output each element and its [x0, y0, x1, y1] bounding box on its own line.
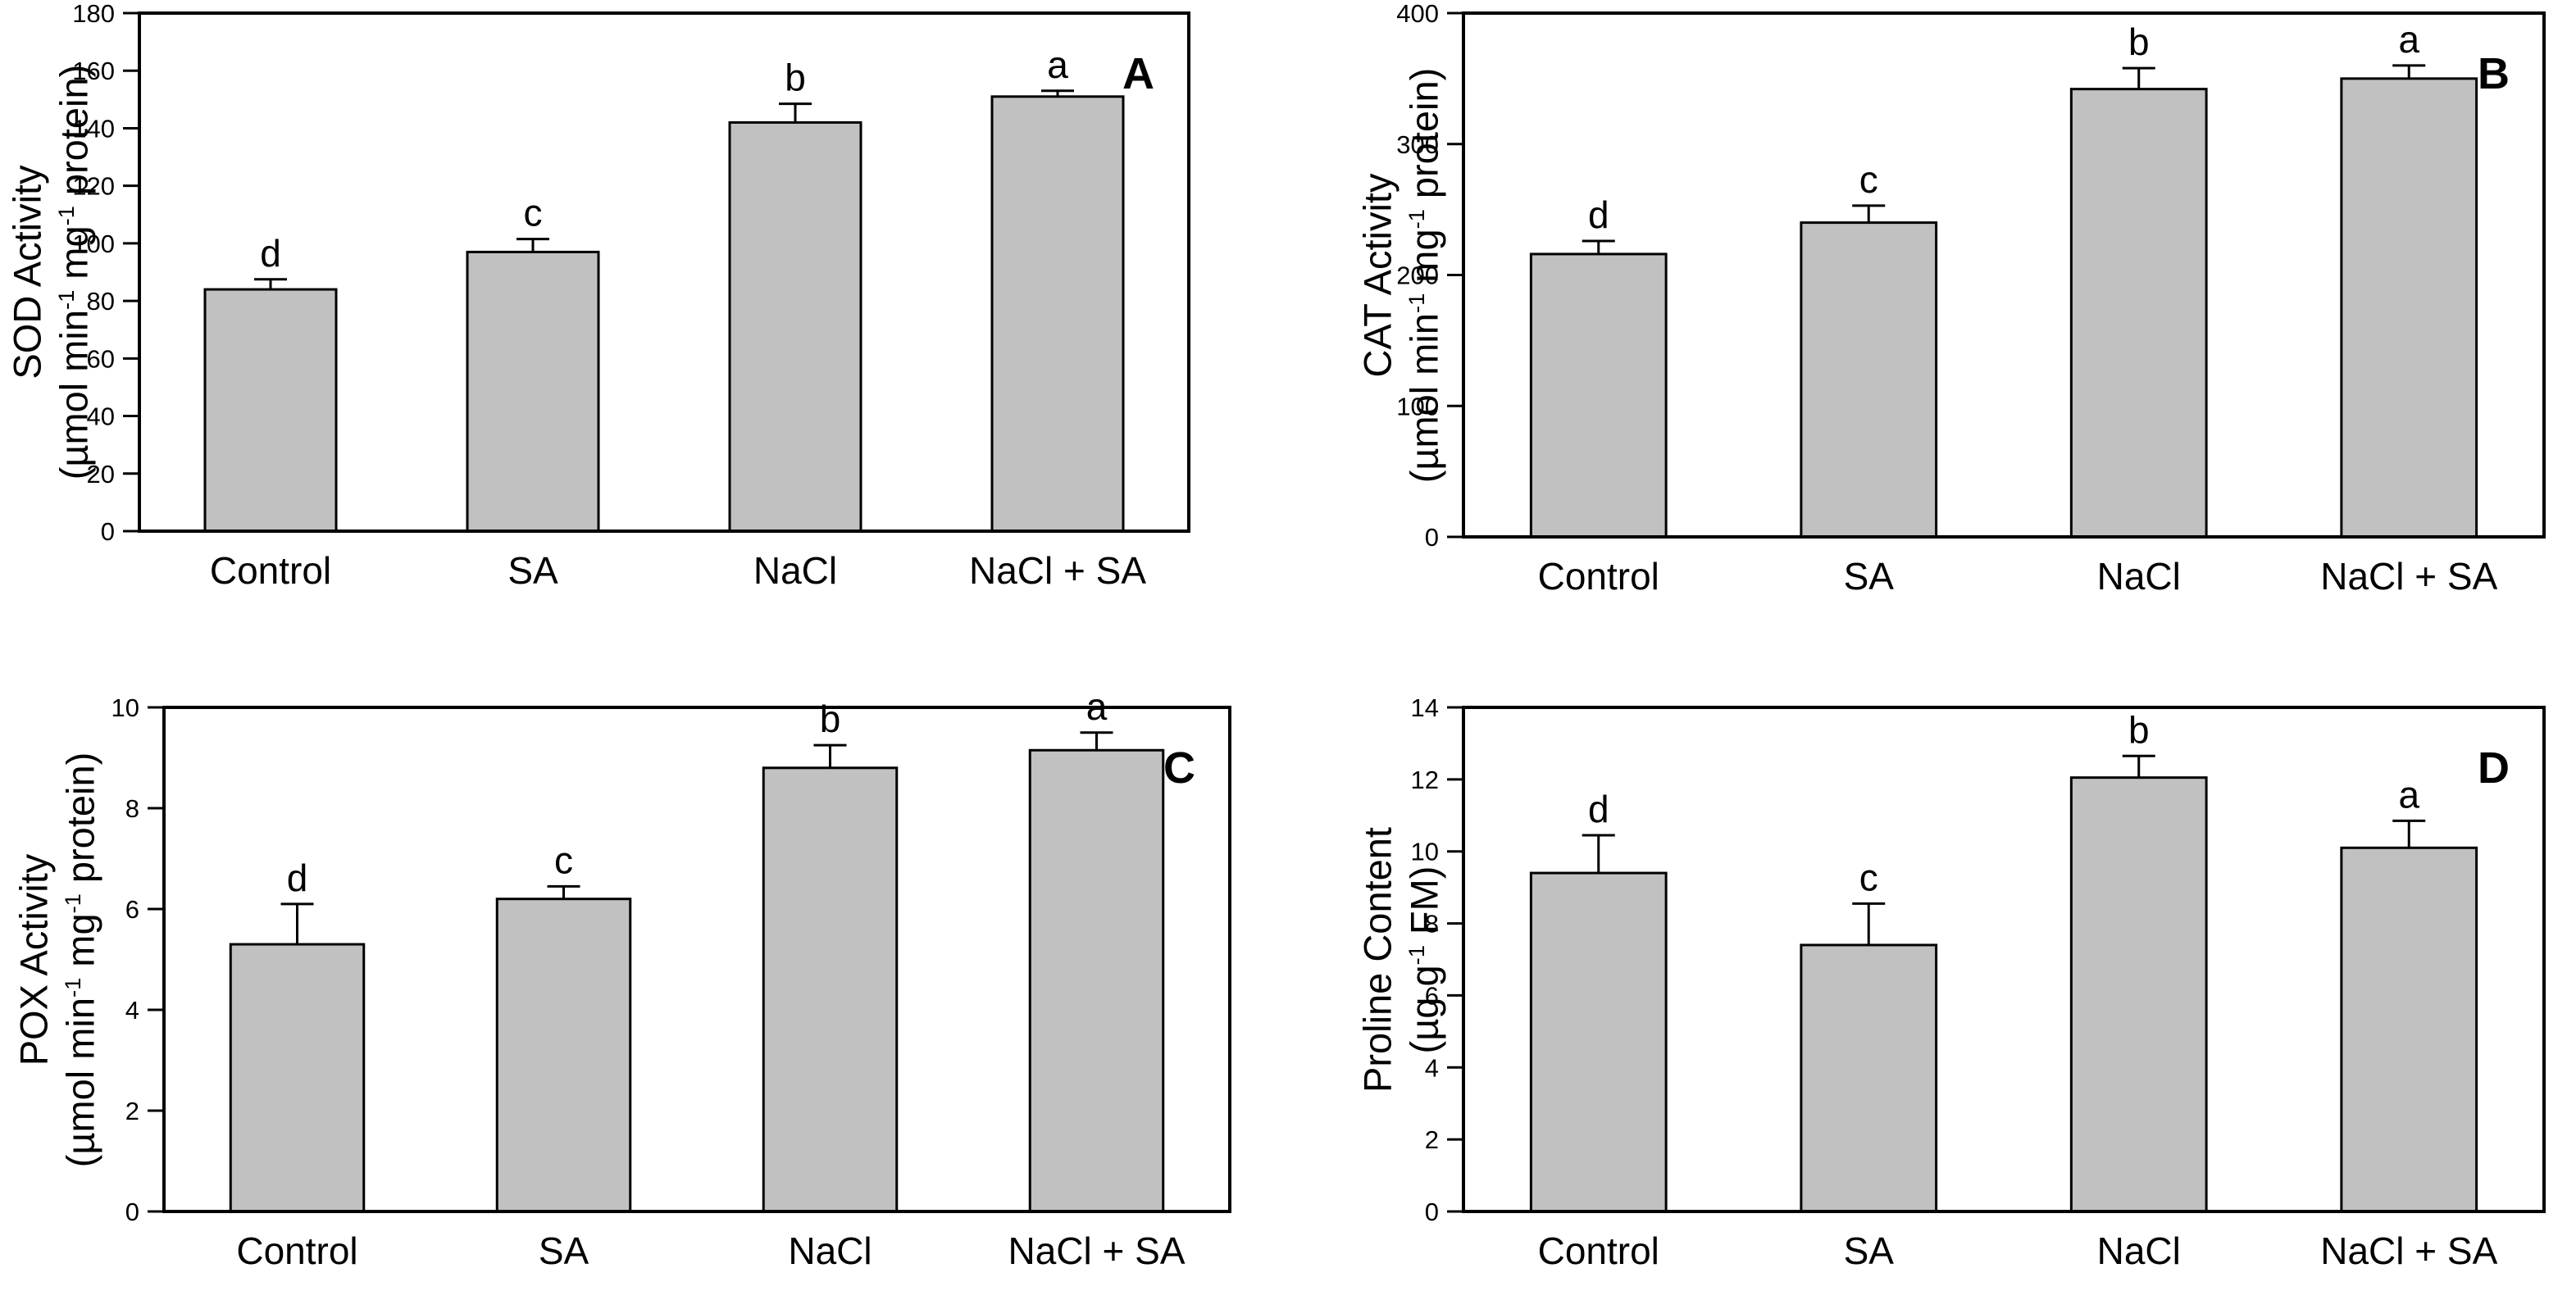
plot-frame: [1462, 706, 2546, 1213]
plot-frame: [1462, 11, 2546, 539]
panel-letter: C: [1163, 743, 1195, 793]
significance-letter: a: [2398, 18, 2419, 61]
x-category-label: NaCl + SA: [2320, 1230, 2497, 1272]
y-tick-label: 10: [1411, 838, 1439, 866]
x-category-label: NaCl + SA: [969, 549, 1146, 592]
x-category-label: NaCl + SA: [1008, 1230, 1185, 1272]
y-tick-label: 6: [125, 895, 139, 924]
plot-area-cat: 0 100 200 300 400 d Control c SA b NaCl a NaCl + SA B: [1396, 0, 2546, 598]
y-tick-label: 4: [125, 996, 139, 1025]
panel-letter: B: [2478, 49, 2510, 98]
bar-sa: [495, 898, 632, 1213]
bar-nacl-sa: [2340, 846, 2478, 1213]
x-category-label: NaCl: [2097, 555, 2181, 598]
bar-control: [229, 943, 366, 1213]
y-tick-label: 40: [87, 402, 115, 431]
bar-nacl: [2069, 88, 2208, 539]
bar-nacl: [762, 766, 899, 1213]
plot-area-sod: 0 20 40 60 80 100 120 140 160 180 d Control c SA b NaCl…: [72, 0, 1190, 592]
plot-frame: [162, 706, 1231, 1213]
bar-nacl: [2069, 776, 2208, 1213]
y-tick-label: 0: [1425, 1198, 1439, 1226]
panel-d: Proline Content (µg g-1 FM) 0 2 4 6 8 10 12 14 d…: [1288, 652, 2576, 1300]
bar-sa: [1800, 221, 1938, 539]
y-tick-label: 0: [125, 1198, 139, 1226]
x-category-label: NaCl: [753, 549, 837, 592]
y-tick-label: 100: [72, 230, 115, 258]
significance-letter: c: [524, 192, 543, 234]
panel-letter: D: [2478, 743, 2510, 793]
y-tick-label: 2: [125, 1097, 139, 1125]
y-tick-label: 6: [1425, 981, 1439, 1010]
y-tick-label: 0: [1425, 523, 1439, 552]
x-category-label: SA: [539, 1230, 589, 1272]
panel-c: POX Activity (µmol min-1 mg-1 protein) 0…: [0, 652, 1288, 1300]
bar-nacl-sa: [1028, 748, 1165, 1213]
panel-b: CAT Activity (µmol min-1 mg-1 protein) 0…: [1288, 0, 2576, 652]
x-category-label: Control: [236, 1230, 357, 1272]
significance-letter: d: [1588, 193, 1609, 236]
y-tick-label: 12: [1411, 766, 1439, 794]
significance-letter: a: [2398, 773, 2419, 816]
bar-control: [203, 288, 338, 533]
y-tick-label: 8: [1425, 910, 1439, 939]
significance-letter: c: [1859, 158, 1878, 201]
y-tick-label: 14: [1411, 693, 1439, 722]
y-tick-label: 160: [72, 57, 115, 85]
y-tick-label: 80: [87, 287, 115, 316]
x-category-label: SA: [507, 549, 558, 592]
y-tick-label: 0: [101, 517, 115, 546]
y-tick-label: 10: [112, 693, 139, 722]
y-tick-label: 100: [1396, 392, 1439, 420]
significance-letter: d: [1588, 788, 1609, 830]
y-tick-label: 300: [1396, 130, 1439, 159]
panel-letter: A: [1122, 49, 1154, 98]
significance-letter: b: [820, 698, 841, 740]
significance-letter: d: [287, 857, 308, 899]
bar-nacl-sa: [990, 95, 1125, 533]
y-tick-label: 120: [72, 172, 115, 201]
y-tick-label: 180: [72, 0, 115, 28]
y-tick-label: 140: [72, 114, 115, 143]
x-category-label: SA: [1844, 1230, 1895, 1272]
significance-letter: b: [785, 57, 806, 99]
significance-letter: c: [554, 839, 573, 881]
y-tick-label: 2: [1425, 1125, 1439, 1154]
plot-area-proline: 0 2 4 6 8 10 12 14 d Control c SA b NaCl a NaCl + SA D: [1411, 693, 2546, 1272]
bar-sa: [466, 250, 600, 533]
x-category-label: NaCl: [788, 1230, 872, 1272]
y-tick-label: 20: [87, 460, 115, 489]
x-category-label: Control: [210, 549, 331, 592]
significance-letter: d: [260, 232, 281, 275]
y-tick-label: 4: [1425, 1053, 1439, 1082]
bar-nacl: [728, 120, 862, 533]
significance-letter: a: [1047, 43, 1068, 86]
significance-letter: c: [1859, 856, 1878, 898]
x-category-label: NaCl: [2097, 1230, 2181, 1272]
y-tick-label: 400: [1396, 0, 1439, 28]
x-category-label: SA: [1844, 555, 1895, 598]
x-category-label: Control: [1538, 1230, 1659, 1272]
x-category-label: NaCl + SA: [2320, 555, 2497, 598]
x-category-label: Control: [1538, 555, 1659, 598]
plot-frame: [138, 11, 1190, 533]
panel-a: SOD Activity (µmol min-1 mg-1 protein) 0…: [0, 0, 1288, 652]
significance-letter: b: [2128, 708, 2150, 751]
bar-control: [1529, 871, 1668, 1213]
y-tick-label: 8: [125, 794, 139, 823]
bar-sa: [1800, 943, 1938, 1213]
significance-letter: b: [2128, 20, 2150, 63]
y-tick-label: 200: [1396, 261, 1439, 290]
bar-control: [1529, 252, 1668, 539]
y-tick-label: 60: [87, 344, 115, 373]
bar-nacl-sa: [2340, 77, 2478, 539]
